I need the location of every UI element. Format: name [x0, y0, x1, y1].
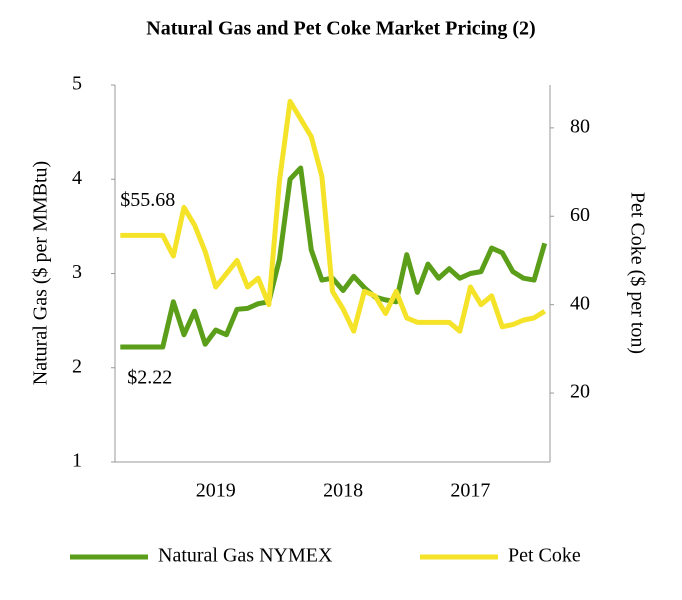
y-tick-label: 2: [72, 355, 82, 377]
chart-title: Natural Gas and Pet Coke Market Pricing …: [146, 18, 535, 40]
x-tick-label: 2019: [196, 480, 236, 502]
x-tick-label: 2018: [323, 480, 363, 502]
y-axis-label: Natural Gas ($ per MMBtu): [30, 161, 52, 385]
y-tick-label: 3: [72, 261, 82, 283]
y2-axis-label: Pet Coke ($ per ton): [626, 192, 648, 354]
line-series: [120, 165, 548, 350]
y2-tick-label: 20: [570, 381, 590, 403]
annotation: $2.22: [127, 367, 172, 389]
y2-tick-label: 40: [570, 292, 590, 314]
y-tick-label: 5: [72, 73, 82, 95]
y2-tick-label: 60: [570, 204, 590, 226]
legend-label: Pet Coke: [508, 545, 581, 567]
y-tick-label: 4: [72, 167, 82, 189]
y2-tick-label: 80: [570, 115, 590, 137]
line-series: [120, 98, 547, 334]
x-tick-label: 2017: [450, 480, 490, 502]
annotation: $55.68: [120, 189, 175, 211]
y-tick-label: 1: [72, 450, 82, 472]
legend-label: Natural Gas NYMEX: [158, 545, 333, 567]
